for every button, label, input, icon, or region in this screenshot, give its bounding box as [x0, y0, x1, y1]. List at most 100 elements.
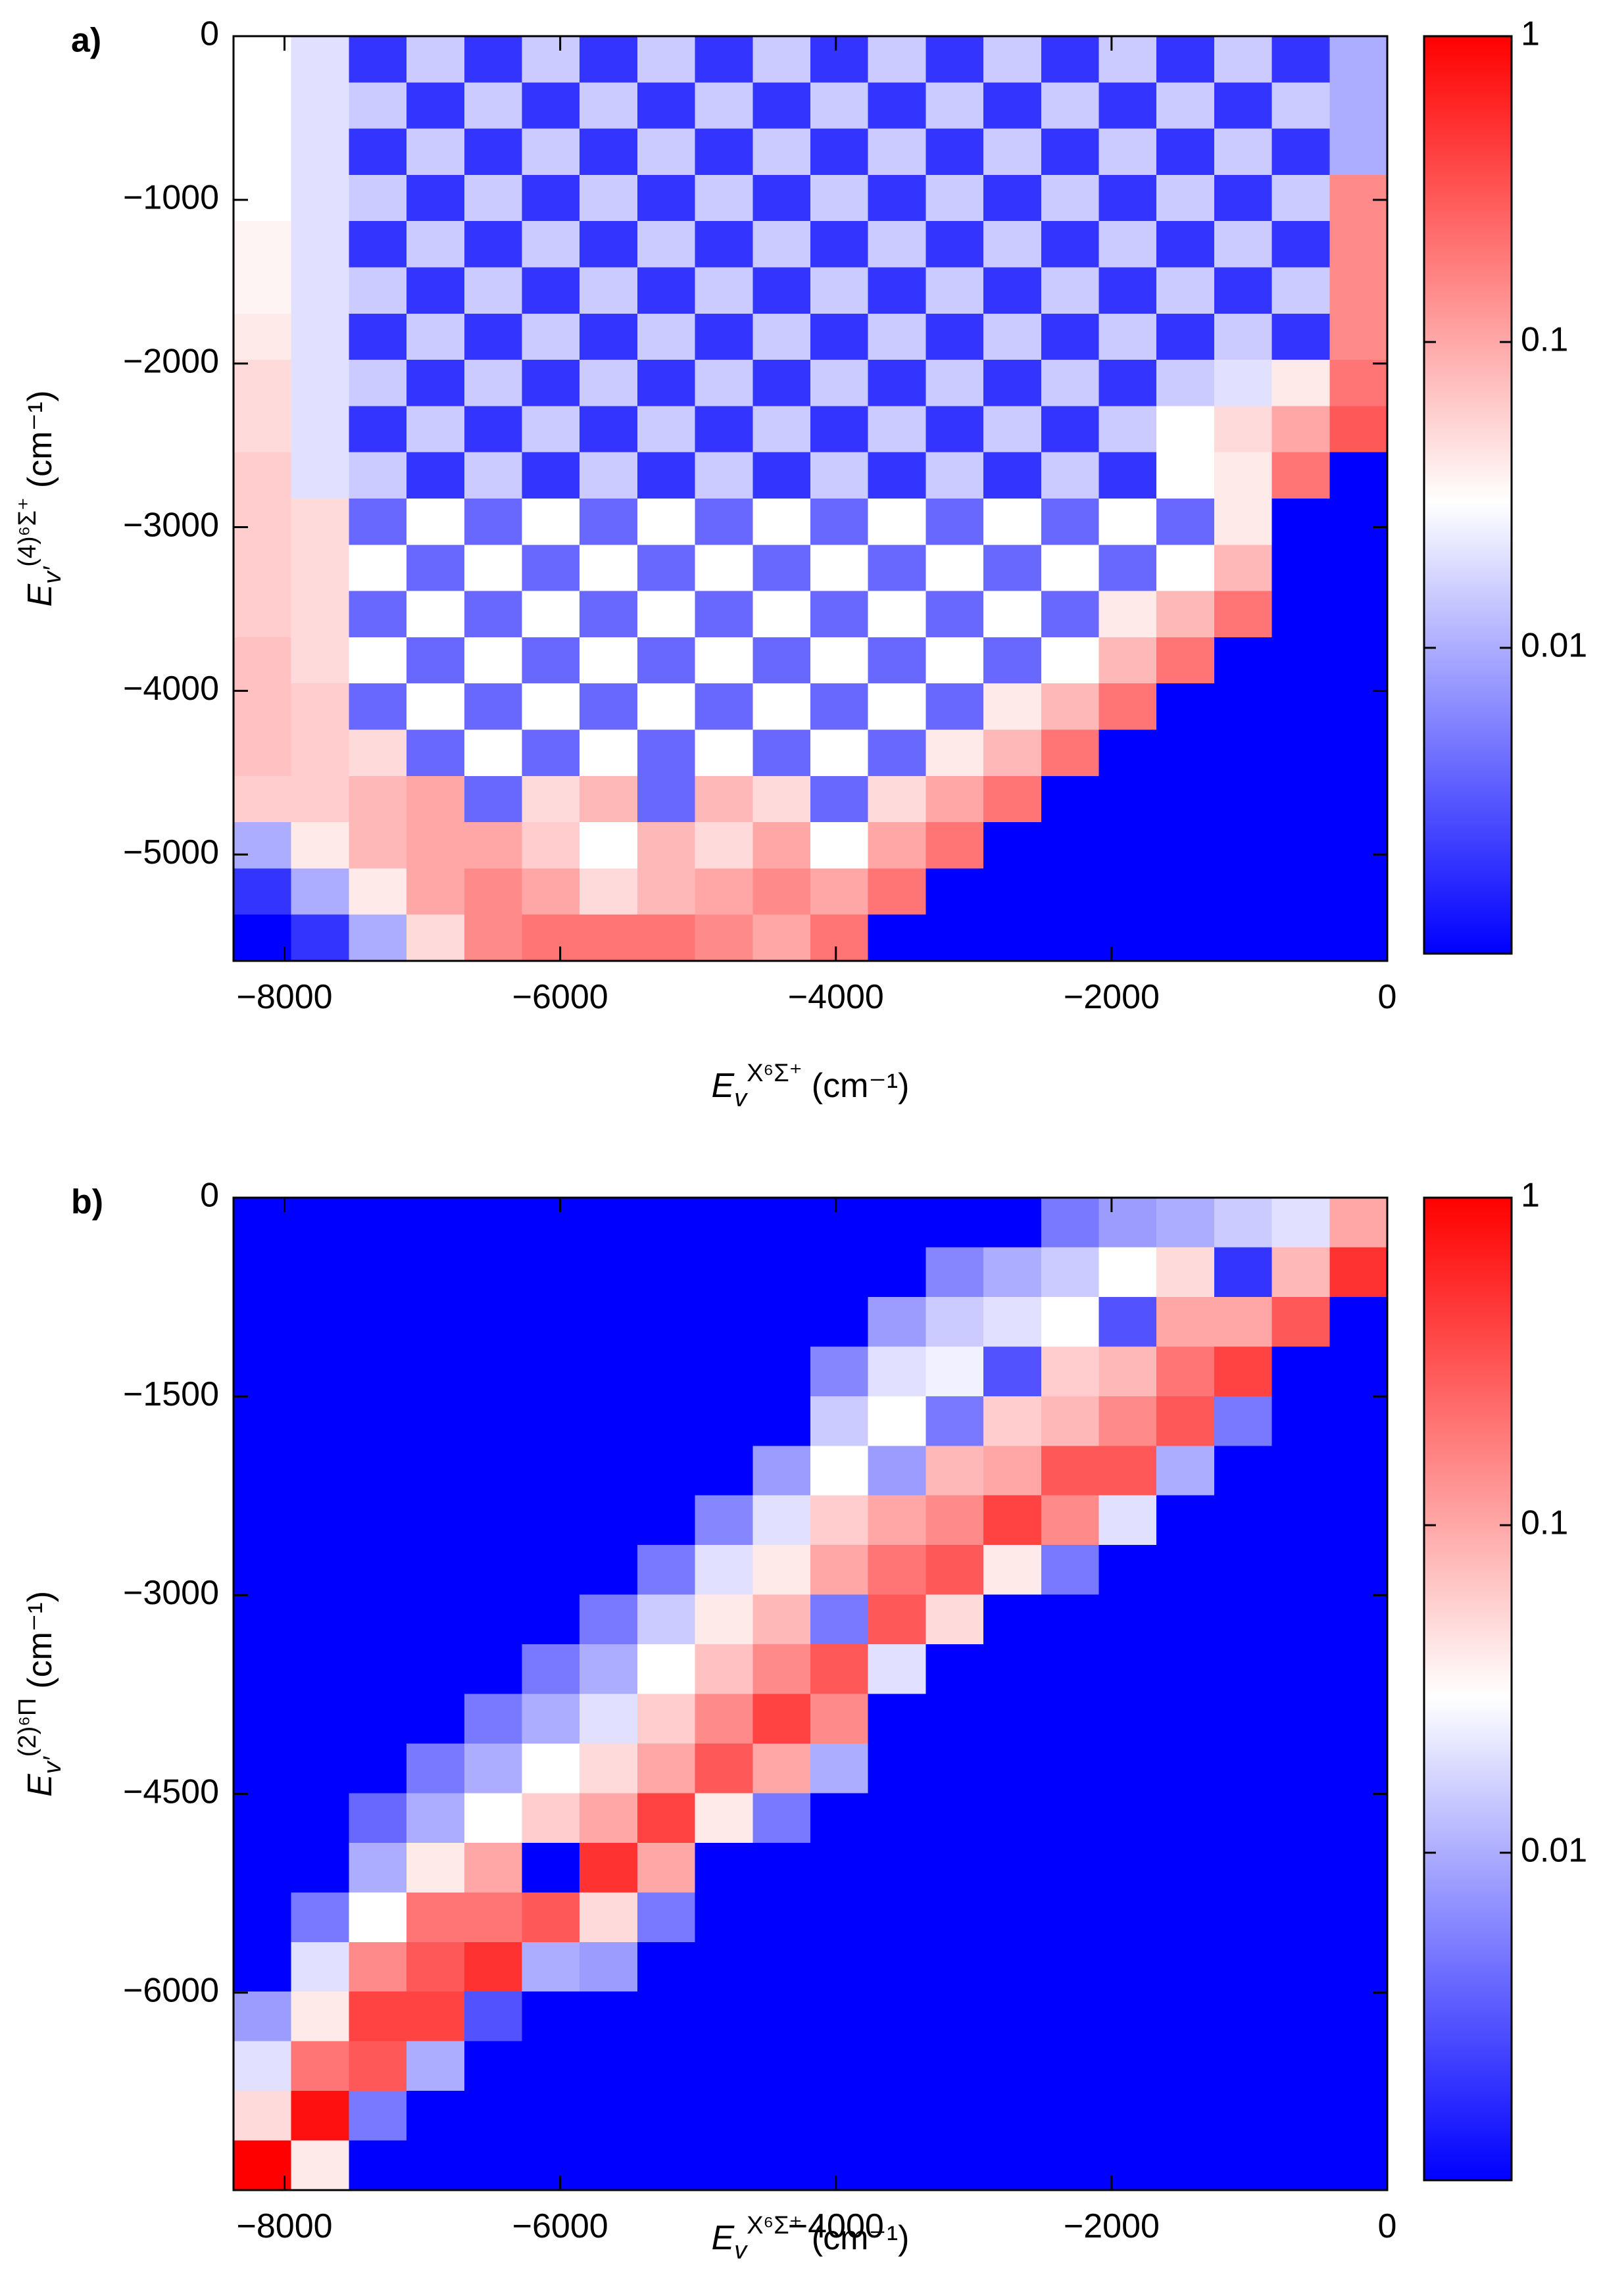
- heatmap-cell: [1214, 1198, 1273, 1248]
- heatmap-cell: [234, 1346, 292, 1397]
- heatmap-cell: [752, 174, 811, 222]
- heatmap-cell: [695, 2140, 753, 2191]
- heatmap-cell: [868, 452, 926, 499]
- heatmap-cell: [810, 1198, 869, 1248]
- heatmap-cell: [234, 452, 292, 499]
- heatmap-cell: [1214, 1545, 1273, 1596]
- heatmap-cell: [349, 1892, 407, 1943]
- heatmap-cell: [810, 1545, 869, 1596]
- heatmap-cell: [407, 1991, 465, 2042]
- heatmap-cell: [868, 1396, 926, 1446]
- heatmap-cell: [1156, 174, 1215, 222]
- heatmap-cell: [1214, 545, 1273, 592]
- heatmap-cell: [234, 2140, 292, 2191]
- heatmap-cell: [752, 1694, 811, 1744]
- heatmap-cell: [1329, 1396, 1388, 1446]
- heatmap-cell: [291, 1545, 349, 1596]
- heatmap-cell: [1271, 822, 1330, 869]
- heatmap-cell: [580, 406, 638, 453]
- heatmap-cell: [1041, 868, 1100, 916]
- heatmap-cell: [349, 452, 407, 499]
- heatmap-cell: [464, 1743, 523, 1794]
- heatmap-cell: [1214, 1296, 1273, 1347]
- heatmap-cell: [695, 1991, 753, 2042]
- heatmap-cell: [637, 729, 696, 777]
- heatmap-cell: [291, 729, 349, 777]
- heatmap-cell: [291, 1842, 349, 1893]
- heatmap-cell: [349, 1793, 407, 1844]
- heatmap-cell: [1098, 267, 1157, 314]
- heatmap-cell: [752, 545, 811, 592]
- heatmap-cell: [291, 822, 349, 869]
- heatmap-cell: [234, 1743, 292, 1794]
- heatmap-cell: [925, 729, 984, 777]
- heatmap-cell: [868, 1991, 926, 2042]
- heatmap-cell: [407, 313, 465, 360]
- heatmap-cell: [580, 174, 638, 222]
- heatmap-cell: [1156, 221, 1215, 268]
- heatmap-cell: [1041, 1296, 1100, 1347]
- colorbar-tick-label: 0.1: [1521, 321, 1568, 359]
- label-symbol: E: [712, 1067, 735, 1105]
- heatmap-cell: [522, 591, 580, 638]
- heatmap-cell: [695, 360, 753, 406]
- label-symbol: E: [21, 1773, 59, 1797]
- heatmap-cell: [349, 1545, 407, 1596]
- heatmap-cell: [522, 683, 580, 731]
- heatmap-cell: [580, 591, 638, 638]
- heatmap-cell: [868, 36, 926, 83]
- heatmap-cell: [1156, 406, 1215, 453]
- heatmap-cell: [291, 914, 349, 962]
- heatmap-cell: [925, 174, 984, 222]
- heatmap-cell: [637, 36, 696, 83]
- heatmap-cell: [522, 499, 580, 545]
- heatmap-cell: [1098, 313, 1157, 360]
- heatmap-cell: [234, 1991, 292, 2042]
- heatmap-cell: [1271, 1296, 1330, 1347]
- heatmap-cell: [522, 1991, 580, 2042]
- heatmap-cell: [868, 683, 926, 731]
- heatmap-cell: [1271, 637, 1330, 684]
- heatmap-cell: [983, 1495, 1042, 1546]
- heatmap-cell: [868, 1942, 926, 1992]
- heatmap-cell: [925, 545, 984, 592]
- heatmap-cell: [695, 1296, 753, 1347]
- heatmap-cell: [810, 406, 869, 453]
- y-tick-label: −1000: [123, 179, 219, 217]
- heatmap-cell: [695, 1198, 753, 1248]
- heatmap-cell: [580, 1545, 638, 1596]
- heatmap-cell: [522, 452, 580, 499]
- heatmap-cell: [522, 1495, 580, 1546]
- heatmap-cell: [1156, 82, 1215, 130]
- x-tick-label: 0: [1378, 978, 1397, 1016]
- heatmap-cell: [464, 545, 523, 592]
- x-tick-label: −8000: [237, 978, 333, 1016]
- label-unit: (cm⁻¹): [21, 390, 59, 488]
- heatmap-cell: [1214, 1594, 1273, 1645]
- heatmap-cell: [1271, 1446, 1330, 1496]
- heatmap-cell: [810, 914, 869, 962]
- heatmap-cell: [695, 36, 753, 83]
- heatmap-cell: [752, 822, 811, 869]
- heatmap-cell: [1156, 1296, 1215, 1347]
- heatmap-cell: [234, 1644, 292, 1695]
- heatmap-cell: [637, 499, 696, 545]
- heatmap-cell: [925, 591, 984, 638]
- heatmap-cell: [234, 914, 292, 962]
- panel-label: b): [71, 1183, 103, 1221]
- y-tick-label: −3000: [123, 1574, 219, 1612]
- heatmap-cell: [407, 360, 465, 406]
- heatmap-cell: [407, 775, 465, 823]
- heatmap-cell: [695, 868, 753, 916]
- heatmap-cell: [1271, 1743, 1330, 1794]
- heatmap-cell: [810, 683, 869, 731]
- heatmap-cell: [464, 1545, 523, 1596]
- heatmap-cell: [349, 1396, 407, 1446]
- heatmap-cell: [1214, 406, 1273, 453]
- heatmap-cell: [349, 2091, 407, 2141]
- heatmap-cell: [464, 1793, 523, 1844]
- heatmap-cell: [1098, 1991, 1157, 2042]
- heatmap-cell: [580, 1892, 638, 1943]
- heatmap-cell: [752, 452, 811, 499]
- heatmap-cell: [868, 1842, 926, 1893]
